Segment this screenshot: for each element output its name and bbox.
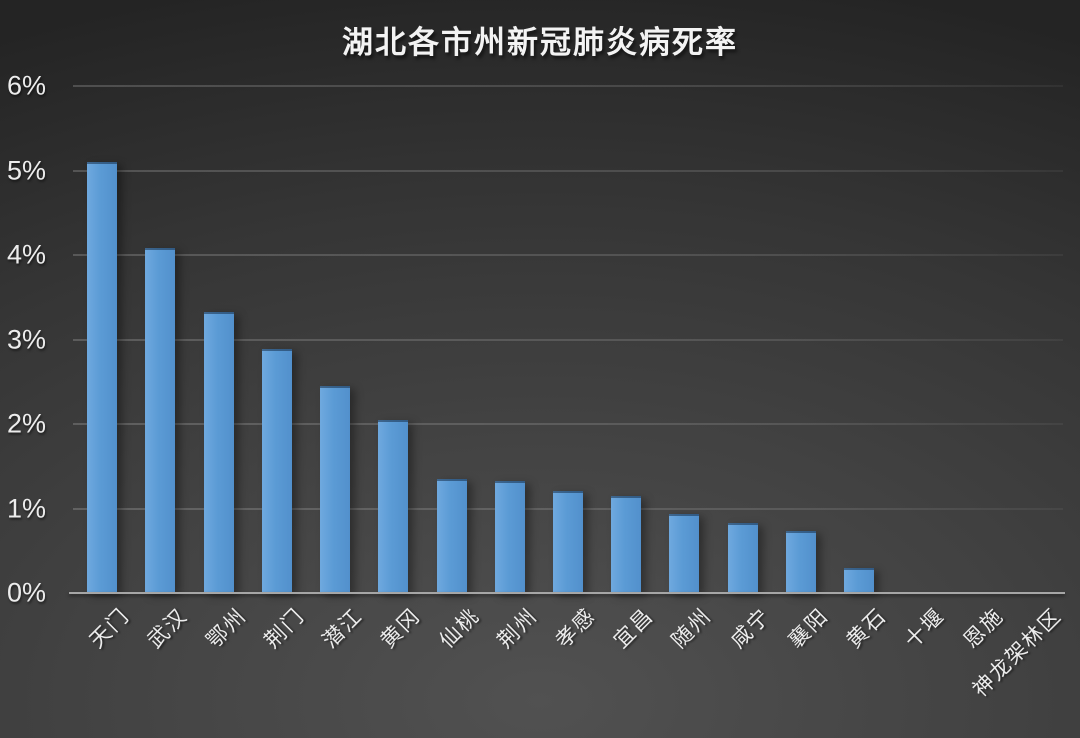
x-axis-line xyxy=(69,592,1065,594)
bar-slot-十堰 xyxy=(888,86,946,593)
x-tick-label-潜江: 潜江 xyxy=(318,604,368,653)
bar-slot-武汉 xyxy=(131,86,189,593)
x-tick-label-荆州: 荆州 xyxy=(493,604,543,653)
x-tick-label-仙桃: 仙桃 xyxy=(435,604,484,653)
y-tick-label-0%: 0% xyxy=(6,577,46,608)
bar-天门 xyxy=(87,161,118,593)
gridline-3pct xyxy=(73,338,1063,341)
y-tick-label-6%: 6% xyxy=(6,70,46,101)
y-tick-label-2%: 2% xyxy=(6,408,46,439)
bar-slot-恩施 xyxy=(947,86,1005,593)
bar-slot-宜昌 xyxy=(597,86,655,593)
bar-仙桃 xyxy=(436,478,467,593)
bar-咸宁 xyxy=(727,523,758,593)
bar-襄阳 xyxy=(785,531,816,593)
bar-荆门 xyxy=(261,348,292,593)
x-tick-label-孝感: 孝感 xyxy=(551,604,601,653)
y-axis-tick-labels: 0% 1% 2% 3% 4% 5% 6% xyxy=(0,72,48,606)
bar-slot-神龙架林区 xyxy=(1005,86,1063,593)
y-tick-label-5%: 5% xyxy=(6,155,46,185)
x-tick-label-黄冈: 黄冈 xyxy=(376,604,426,653)
bar-slot-襄阳 xyxy=(772,86,830,593)
plot-area xyxy=(69,85,1065,594)
x-tick-label-十堰: 十堰 xyxy=(900,604,950,653)
bar-slot-随州 xyxy=(655,86,713,593)
gridline-2pct xyxy=(73,423,1063,425)
bar-slot-潜江 xyxy=(306,86,364,593)
bar-slot-天门 xyxy=(73,86,131,593)
gridline-6pct xyxy=(73,85,1063,87)
bar-随州 xyxy=(669,514,700,593)
chart-title: 湖北各市州新冠肺炎病死率 xyxy=(342,25,738,60)
bar-slot-鄂州 xyxy=(189,86,247,593)
x-tick-label-武汉: 武汉 xyxy=(143,604,193,653)
bar-slot-荆州 xyxy=(481,86,539,593)
bar-slot-孝感 xyxy=(539,86,597,593)
x-tick-label-黄石: 黄石 xyxy=(842,604,892,653)
y-tick-label-1%: 1% xyxy=(6,493,46,523)
x-tick-label-襄阳: 襄阳 xyxy=(784,604,834,653)
x-tick-label-鄂州: 鄂州 xyxy=(202,604,251,653)
x-tick-label-天门: 天门 xyxy=(85,604,135,653)
bar-slot-黄冈 xyxy=(364,86,422,593)
x-tick-label-咸宁: 咸宁 xyxy=(726,604,775,653)
bar-series xyxy=(73,86,1063,593)
x-tick-label-恩施: 恩施 xyxy=(959,604,1008,653)
bar-slot-仙桃 xyxy=(422,86,480,593)
bar-潜江 xyxy=(320,385,351,593)
bar-鄂州 xyxy=(203,312,234,593)
x-axis-tick-labels: 天门 武汉 鄂州 荆门 潜江 黄冈 仙桃 荆州 孝感 宜昌 随州 咸宁 襄阳 黄石 十堰 恩施 神龙架林区 xyxy=(73,604,1067,738)
bar-黄冈 xyxy=(378,420,409,593)
bar-slot-荆门 xyxy=(248,86,306,593)
bar-荆州 xyxy=(494,481,525,593)
y-tick-label-4%: 4% xyxy=(6,239,46,270)
bar-武汉 xyxy=(145,247,176,593)
gridline-4pct xyxy=(73,254,1063,256)
bar-slot-咸宁 xyxy=(714,86,772,593)
x-tick-label-宜昌: 宜昌 xyxy=(609,604,659,653)
x-tick-label-荆门: 荆门 xyxy=(260,604,310,653)
y-tick-label-3%: 3% xyxy=(6,324,46,354)
x-tick-label-随州: 随州 xyxy=(667,604,717,653)
bar-宜昌 xyxy=(611,495,642,593)
gridline-5pct xyxy=(73,169,1063,172)
bar-孝感 xyxy=(552,491,583,593)
bar-slot-黄石 xyxy=(830,86,888,593)
bar-黄石 xyxy=(844,568,875,593)
